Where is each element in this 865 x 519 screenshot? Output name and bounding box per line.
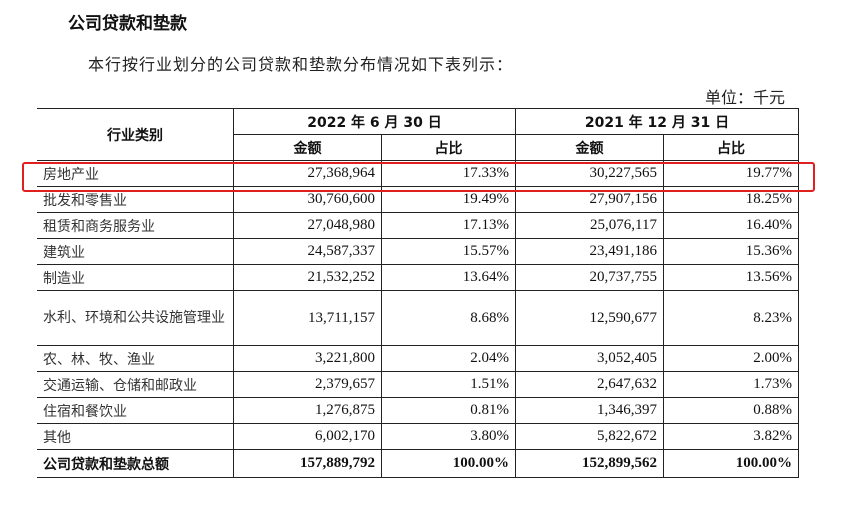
ratio-2022: 13.64% xyxy=(381,264,516,291)
ratio-2022: 15.57% xyxy=(381,238,516,265)
ratio-2021: 0.88% xyxy=(663,397,799,424)
total-row: 公司贷款和垫款总额 157,889,792 100.00% 152,899,562 10… xyxy=(37,449,799,478)
table-row: 制造业 21,532,252 13.64% 20,737,755 13.56% xyxy=(37,264,799,291)
table-row: 水利、环境和公共设施管理业 13,711,157 8.68% 12,590,677 8.… xyxy=(37,290,799,346)
amount-2021: 23,491,186 xyxy=(515,238,664,265)
table-row: 批发和零售业 30,760,600 19.49% 27,907,156 18.25% xyxy=(37,186,799,213)
ratio-2022: 17.13% xyxy=(381,212,516,239)
intro-text: 本行按行业划分的公司贷款和垫款分布情况如下表列示： xyxy=(88,55,514,74)
ratio-2021: 1.73% xyxy=(663,371,799,398)
table-row: 租赁和商务服务业 27,048,980 17.13% 25,076,117 16.40% xyxy=(37,212,799,239)
table-row: 交通运输、仓储和邮政业 2,379,657 1.51% 2,647,632 1.73% xyxy=(37,371,799,398)
table-row: 住宿和餐饮业 1,276,875 0.81% 1,346,397 0.88% xyxy=(37,397,799,424)
unit-label: 单位：千元 xyxy=(704,88,785,107)
table-row: 建筑业 24,587,337 15.57% 23,491,186 15.36% xyxy=(37,238,799,265)
amount-2022: 3,221,800 xyxy=(233,345,382,372)
header-period-2021: 2021 年 12 月 31 日 xyxy=(515,108,799,135)
amount-2021: 20,737,755 xyxy=(515,264,664,291)
industry-name: 制造业 xyxy=(37,264,234,291)
ratio-2022: 19.49% xyxy=(381,186,516,213)
loan-industry-table: 行业类别 2022 年 6 月 30 日 2021 年 12 月 31 日 金额… xyxy=(37,108,799,478)
amount-2022: 1,276,875 xyxy=(233,397,382,424)
amount-2022: 27,368,964 xyxy=(233,160,382,187)
ratio-2022: 3.80% xyxy=(381,423,516,450)
ratio-2021: 18.25% xyxy=(663,186,799,213)
table-row: 其他 6,002,170 3.80% 5,822,672 3.82% xyxy=(37,423,799,450)
amount-2022: 24,587,337 xyxy=(233,238,382,265)
industry-name: 公司贷款和垫款总额 xyxy=(37,449,234,478)
amount-2021: 27,907,156 xyxy=(515,186,664,213)
ratio-2022: 100.00% xyxy=(381,449,516,478)
amount-2021: 30,227,565 xyxy=(515,160,664,187)
ratio-2022: 2.04% xyxy=(381,345,516,372)
amount-2022: 21,532,252 xyxy=(233,264,382,291)
ratio-2022: 0.81% xyxy=(381,397,516,424)
ratio-2022: 1.51% xyxy=(381,371,516,398)
industry-name: 农、林、牧、渔业 xyxy=(37,345,234,372)
amount-2021: 1,346,397 xyxy=(515,397,664,424)
industry-name: 批发和零售业 xyxy=(37,186,234,213)
ratio-2021: 8.23% xyxy=(663,290,799,346)
ratio-2021: 3.82% xyxy=(663,423,799,450)
amount-2021: 25,076,117 xyxy=(515,212,664,239)
header-ratio: 占比 xyxy=(381,134,516,161)
amount-2021: 3,052,405 xyxy=(515,345,664,372)
ratio-2022: 8.68% xyxy=(381,290,516,346)
header-category: 行业类别 xyxy=(37,108,234,161)
industry-name: 住宿和餐饮业 xyxy=(37,397,234,424)
amount-2022: 27,048,980 xyxy=(233,212,382,239)
header-period-2022: 2022 年 6 月 30 日 xyxy=(233,108,516,135)
ratio-2021: 15.36% xyxy=(663,238,799,265)
amount-2022: 30,760,600 xyxy=(233,186,382,213)
section-title: 公司贷款和垫款 xyxy=(68,14,187,34)
amount-2021: 152,899,562 xyxy=(515,449,664,478)
ratio-2021: 19.77% xyxy=(663,160,799,187)
industry-name: 水利、环境和公共设施管理业 xyxy=(37,290,234,346)
header-amount: 金额 xyxy=(515,134,664,161)
table-row: 农、林、牧、渔业 3,221,800 2.04% 3,052,405 2.00% xyxy=(37,345,799,372)
header-ratio: 占比 xyxy=(663,134,799,161)
amount-2022: 2,379,657 xyxy=(233,371,382,398)
amount-2022: 6,002,170 xyxy=(233,423,382,450)
industry-name: 建筑业 xyxy=(37,238,234,265)
industry-name: 其他 xyxy=(37,423,234,450)
ratio-2021: 100.00% xyxy=(663,449,799,478)
amount-2021: 5,822,672 xyxy=(515,423,664,450)
header-amount: 金额 xyxy=(233,134,382,161)
ratio-2021: 2.00% xyxy=(663,345,799,372)
industry-name: 租赁和商务服务业 xyxy=(37,212,234,239)
ratio-2022: 17.33% xyxy=(381,160,516,187)
ratio-2021: 16.40% xyxy=(663,212,799,239)
industry-name: 交通运输、仓储和邮政业 xyxy=(37,371,234,398)
amount-2022: 13,711,157 xyxy=(233,290,382,346)
amount-2022: 157,889,792 xyxy=(233,449,382,478)
table-row: 房地产业 27,368,964 17.33% 30,227,565 19.77% xyxy=(37,160,799,187)
ratio-2021: 13.56% xyxy=(663,264,799,291)
industry-name: 房地产业 xyxy=(37,160,234,187)
amount-2021: 2,647,632 xyxy=(515,371,664,398)
amount-2021: 12,590,677 xyxy=(515,290,664,346)
